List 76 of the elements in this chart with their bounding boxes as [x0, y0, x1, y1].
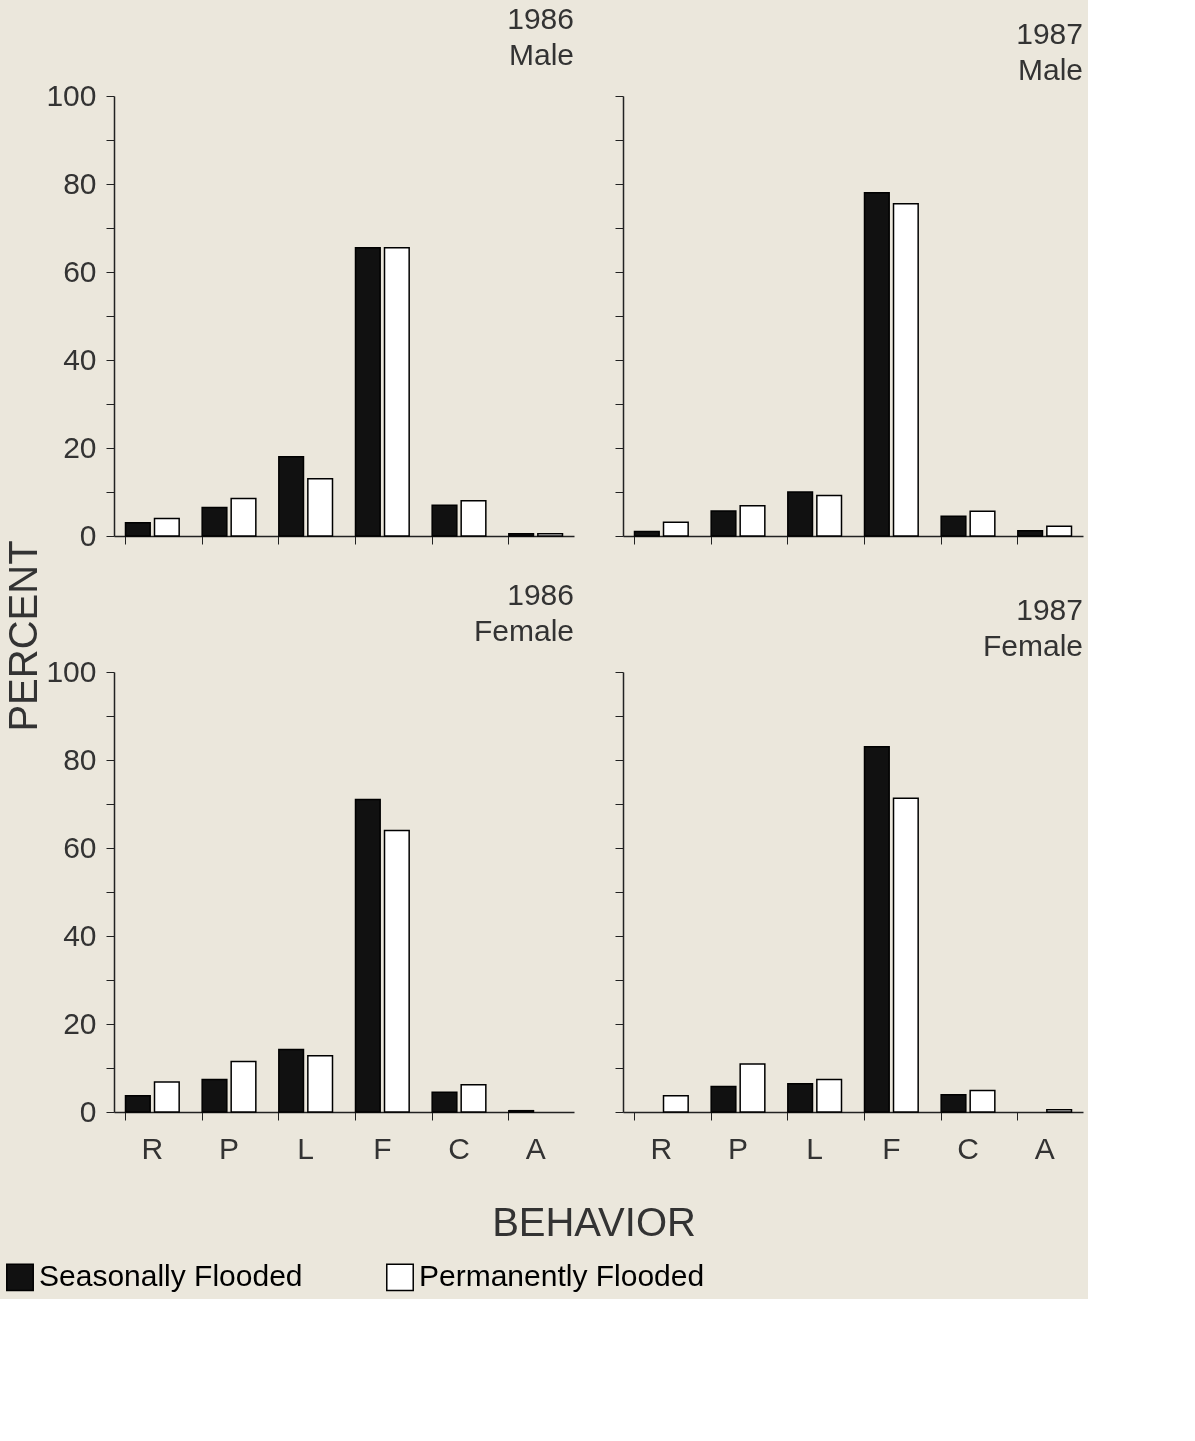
chart-title: 1987 Male [1016, 16, 1083, 86]
bar [230, 1060, 257, 1113]
bar [201, 1078, 228, 1113]
x-tick-label: C [448, 1131, 470, 1165]
legend-label: Seasonally Flooded [39, 1259, 303, 1293]
bar [153, 1081, 180, 1113]
bar [230, 497, 257, 537]
bar [201, 506, 228, 537]
x-tick-label: A [525, 1131, 546, 1165]
bar [354, 247, 381, 537]
bar [124, 1094, 151, 1113]
y-tick-label: 40 [63, 918, 97, 952]
bar [969, 510, 996, 537]
bar [816, 1078, 843, 1113]
y-tick-label: 40 [63, 342, 97, 376]
y-tick-label: 60 [63, 254, 97, 288]
bar [383, 247, 410, 537]
chart-title: 1986 Male [507, 2, 574, 71]
bar [307, 1054, 334, 1113]
y-tick-label: 80 [63, 166, 97, 200]
bar [124, 522, 151, 537]
x-tick-label: R [650, 1131, 673, 1165]
x-tick-label: A [1034, 1131, 1055, 1165]
bar [940, 515, 967, 537]
bar [354, 798, 381, 1113]
x-tick-label: F [882, 1131, 901, 1165]
x-tick-label: P [218, 1131, 240, 1165]
bar [431, 1091, 458, 1113]
bar [633, 530, 660, 537]
bar [1017, 529, 1044, 537]
bar [969, 1089, 996, 1113]
bar [383, 829, 410, 1113]
bar [460, 500, 487, 537]
x-tick-label: L [806, 1131, 824, 1165]
y-tick-label: 0 [79, 518, 97, 552]
bar [787, 491, 814, 537]
bar [940, 1094, 967, 1113]
bar [710, 1085, 737, 1113]
bar [508, 533, 535, 537]
y-tick-label: 20 [63, 1006, 97, 1040]
bar [892, 797, 919, 1113]
x-tick-label: L [297, 1131, 315, 1165]
bar [537, 533, 564, 537]
y-tick-label: 100 [46, 78, 97, 112]
legend-label: Permanently Flooded [419, 1259, 705, 1293]
bar [460, 1083, 487, 1113]
bar [739, 504, 766, 537]
y-tick-label: 0 [79, 1094, 97, 1128]
bar [710, 510, 737, 537]
y-tick-label: 80 [63, 742, 97, 776]
bar [431, 504, 458, 537]
y-axis-title: PERCENT [1, 540, 45, 732]
bar [863, 192, 890, 537]
y-tick-label: 100 [46, 654, 97, 688]
bar [278, 456, 305, 537]
x-tick-label: R [141, 1131, 164, 1165]
bar [1046, 525, 1073, 537]
y-tick-label: 20 [63, 430, 97, 464]
x-tick-label: C [957, 1131, 979, 1165]
bar [863, 746, 890, 1113]
chart-title: 1986 Female [473, 578, 574, 647]
bar [892, 203, 919, 537]
bar [816, 494, 843, 537]
chart-title: 1987 Female [982, 592, 1083, 662]
bar [278, 1048, 305, 1113]
bar [153, 517, 180, 537]
x-axis-title: BEHAVIOR [492, 1200, 696, 1244]
bar [662, 521, 689, 537]
bar [307, 478, 334, 537]
x-tick-label: F [373, 1131, 392, 1165]
bar [739, 1063, 766, 1113]
x-tick-label: P [727, 1131, 749, 1165]
bar [1046, 1109, 1073, 1113]
bar [662, 1094, 689, 1113]
bar [787, 1083, 814, 1113]
y-tick-label: 60 [63, 830, 97, 864]
